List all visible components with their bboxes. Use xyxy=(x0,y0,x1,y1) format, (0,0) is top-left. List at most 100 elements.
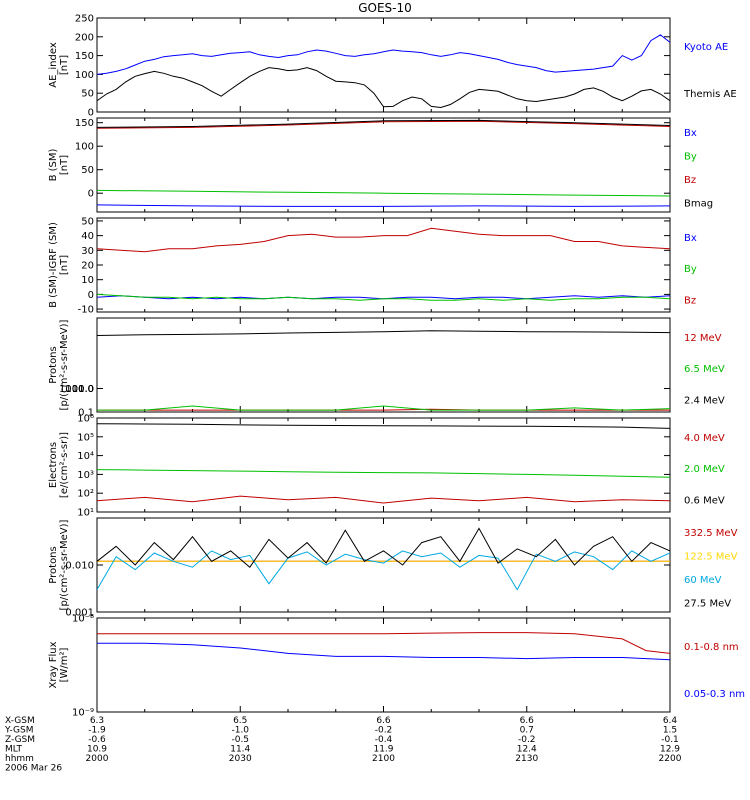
y-tick-label: 10.0 xyxy=(72,384,94,395)
series-line-themis-ae xyxy=(97,67,670,109)
y-tick-label: 1.0 xyxy=(78,384,94,395)
series-line-bx xyxy=(97,204,670,207)
legend-entry: 2.4 MeV xyxy=(684,395,725,406)
y-tick-label: 0.010 xyxy=(65,561,94,572)
y-tick-label: 10 xyxy=(81,275,94,286)
legend-entry: 4.0 MeV xyxy=(684,433,725,444)
series-line-6-5-mev xyxy=(97,405,670,411)
ephemeris-label: Y-GSM xyxy=(4,726,33,736)
legend-entry: 332.5 MeV xyxy=(684,528,738,539)
panel-ae: 0 50 100 150 200 250 AE_index [nT] Kyoto AE Themi… xyxy=(48,14,737,119)
date-label: 2006 Mar 26 xyxy=(5,764,62,774)
legend-entry: 122.5 MeV xyxy=(684,552,738,563)
y-tick-label: 10⁶ xyxy=(77,414,94,425)
legend-entry: Themis AE xyxy=(683,89,737,100)
series-line-0-1-0-8-nm xyxy=(97,632,670,654)
y-tick-label: 150 xyxy=(75,51,94,62)
series-line-60-mev xyxy=(97,550,670,591)
series-line-0-6-mev xyxy=(97,423,670,429)
y-axis-label: [nT] xyxy=(59,155,70,175)
ephemeris-label: MLT xyxy=(5,745,23,755)
series-line-bz xyxy=(97,120,670,129)
ephemeris-value: 6.5 xyxy=(233,716,247,726)
legend-entry: 2.0 MeV xyxy=(684,464,725,475)
series-line-kyoto-ae xyxy=(97,34,670,75)
ephemeris-value: 10.9 xyxy=(87,745,107,755)
panel-frame xyxy=(96,517,671,613)
ephemeris-value: 2030 xyxy=(229,754,252,764)
y-axis-label: B (SM) xyxy=(48,148,59,181)
ephemeris-value: -0.6 xyxy=(88,735,106,745)
ephemeris-value: 11.4 xyxy=(230,745,250,755)
y-axis-label: Electrons xyxy=(48,442,59,488)
y-tick-label: -10 xyxy=(78,305,94,316)
series-line-bmag xyxy=(97,119,670,128)
y-tick-label: 10⁵ xyxy=(77,432,94,443)
ephemeris-value: -0.5 xyxy=(231,735,249,745)
y-tick-label: 0 xyxy=(88,290,94,301)
ephemeris-value: -0.4 xyxy=(375,735,393,745)
ephemeris-value: 2200 xyxy=(659,754,682,764)
ephemeris-value: 2000 xyxy=(86,754,109,764)
y-tick-label: 100 xyxy=(75,142,94,153)
ephemeris-label: X-GSM xyxy=(5,716,35,726)
legend-entry: 27.5 MeV xyxy=(684,599,731,610)
legend-entry: Kyoto AE xyxy=(684,42,728,53)
ephemeris-value: 11.9 xyxy=(373,745,393,755)
series-line-2-0-mev xyxy=(97,469,670,478)
y-tick-label: 10⁻⁹ xyxy=(72,708,94,719)
ephemeris-value: 12.4 xyxy=(517,745,537,755)
y-tick-label: 0 xyxy=(88,108,94,119)
y-axis-label: [nT] xyxy=(59,55,70,75)
y-tick-label: 0.1 xyxy=(78,408,94,419)
ephemeris-value: 1.5 xyxy=(663,726,677,736)
legend-entry: Bx xyxy=(684,233,697,244)
y-tick-label: 100.0 xyxy=(65,384,94,395)
series-line-4-0-mev xyxy=(97,495,670,504)
y-axis-label: [p/(cm²-s-sr-MeV)] xyxy=(59,519,70,610)
y-tick-label: 10¹ xyxy=(77,508,94,519)
y-tick-label: 0.001 xyxy=(65,608,94,619)
panel-b_igrf: -10 0 10 20 30 40 50 B (SM)-IGRF (SM) [nT] Bx By Bz xyxy=(48,216,697,315)
ephemeris-value: 6.4 xyxy=(663,716,678,726)
panel-frame xyxy=(96,617,671,713)
ephemeris-value: -1.0 xyxy=(231,726,249,736)
series-line-bz xyxy=(97,227,670,253)
y-tick-label: 50 xyxy=(81,216,94,227)
y-tick-label: 50 xyxy=(81,89,94,100)
y-tick-label: 10³ xyxy=(77,470,94,481)
legend-entry: By xyxy=(684,264,697,275)
y-tick-label: 250 xyxy=(75,14,94,25)
panel-protons_hi2: 0.001 0.010 Protons [p/(cm²-s-sr-MeV)] 332.5… xyxy=(48,517,738,619)
series-line-2-4-mev xyxy=(97,330,670,336)
series-line-12-mev xyxy=(97,408,670,411)
ephemeris-value: -1.9 xyxy=(88,726,106,736)
y-axis-label: [nT] xyxy=(59,255,70,275)
panel-electrons: 10¹ 10² 10³ 10⁴ 10⁵ 10⁶ Electrons [e/(cm²-s-sr)… xyxy=(48,414,725,519)
ephemeris-value: 6.6 xyxy=(376,716,391,726)
legend-entry: 12 MeV xyxy=(684,333,722,344)
legend-entry: Bz xyxy=(684,175,696,186)
ephemeris-value: 2100 xyxy=(372,754,395,764)
y-tick-label: 50 xyxy=(81,165,94,176)
ephemeris-value: -0.1 xyxy=(661,735,679,745)
y-tick-label: 40 xyxy=(81,231,94,242)
ephemeris-label: Z-GSM xyxy=(5,735,35,745)
ephemeris-value: 12.9 xyxy=(660,745,680,755)
y-tick-label: 20 xyxy=(81,261,94,272)
y-tick-label: 100 xyxy=(75,70,94,81)
y-axis-label: Xray Flux xyxy=(48,641,59,688)
y-tick-label: 0 xyxy=(88,189,94,200)
ephemeris-value: 2130 xyxy=(515,754,538,764)
legend-entry: 0.6 MeV xyxy=(684,495,725,506)
y-axis-label: AE_index xyxy=(48,42,59,88)
legend-entry: 0.05-0.3 nm xyxy=(684,689,745,700)
panel-frame xyxy=(96,17,671,113)
y-tick-label: 10⁴ xyxy=(77,451,94,462)
ephemeris-value: 6.6 xyxy=(520,716,535,726)
panel-frame xyxy=(96,417,671,513)
ephemeris-value: 0.7 xyxy=(520,726,534,736)
y-axis-label: [e/(cm²-s-sr)] xyxy=(59,432,70,498)
